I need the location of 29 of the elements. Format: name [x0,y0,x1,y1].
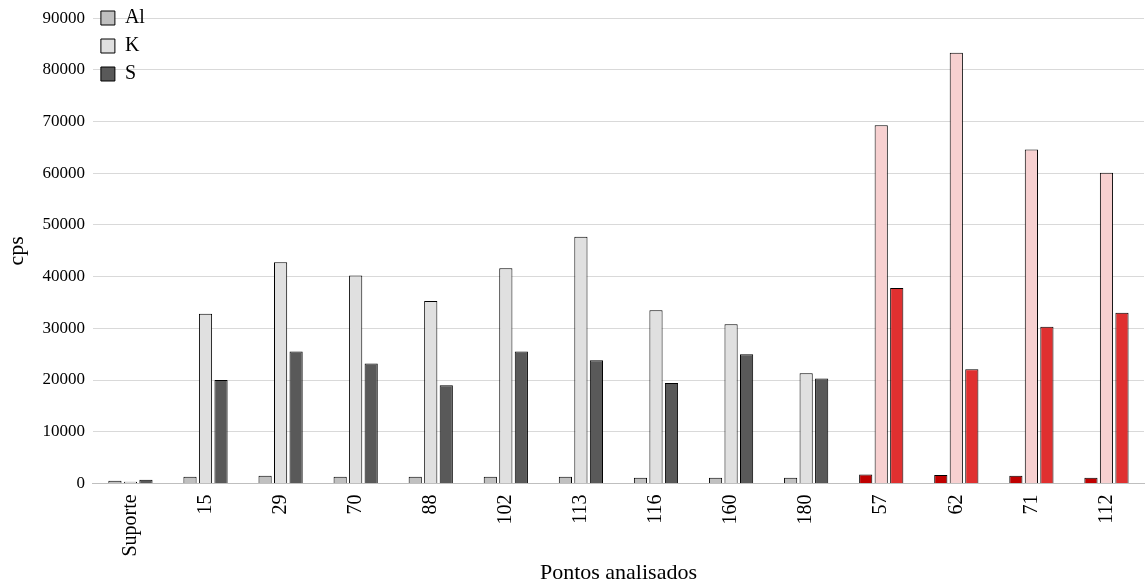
y-tick-label: 20000 [42,369,85,389]
x-tick-label: 29 [267,494,290,515]
x-tick-label: 62 [943,494,966,515]
x-tick-label: 160 [718,494,741,525]
x-tick-label: 102 [493,494,516,525]
x-tick-label: 71 [1018,494,1041,515]
x-tick-label: 116 [643,494,666,524]
y-tick-label: 40000 [42,266,85,286]
y-tick-label: 0 [76,472,85,492]
y-tick-label: 30000 [42,317,85,337]
legend-label: K [124,33,140,56]
x-tick-label: 88 [418,494,440,515]
y-tick-label: 70000 [42,111,85,131]
x-tick-label: 113 [568,494,591,524]
legend-label: Al [124,5,146,28]
y-tick-label: 50000 [42,214,85,234]
x-tick-label: 57 [868,494,891,515]
y-tick-label: 80000 [42,59,85,79]
x-tick-label: 180 [793,494,816,525]
y-tick-label: 90000 [42,7,85,27]
x-tick-label: 112 [1093,494,1116,524]
y-axis-title: cps [2,236,28,266]
legend-label: S [124,61,137,84]
x-tick-label: 15 [192,494,215,515]
x-tick-label: 70 [342,494,365,515]
x-axis-title: Pontos analisados [539,558,697,584]
y-tick-label: 10000 [42,421,85,441]
y-tick-label: 60000 [42,162,85,182]
x-tick-label: Suporte [117,494,141,557]
